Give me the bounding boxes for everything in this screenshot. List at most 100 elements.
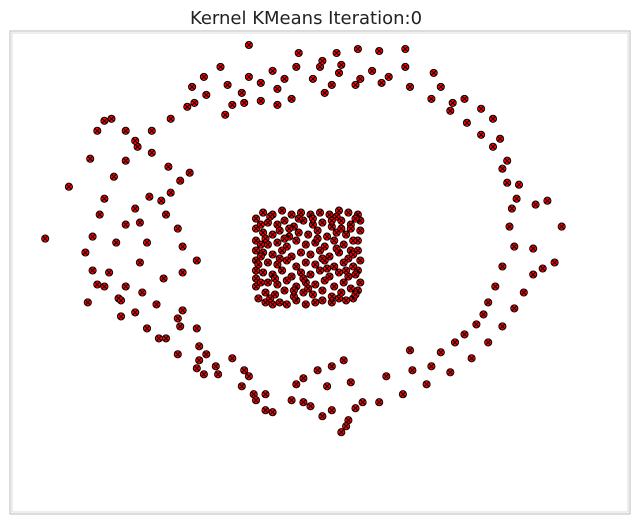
data-point xyxy=(292,380,301,389)
data-point xyxy=(142,238,152,247)
data-point xyxy=(488,114,498,123)
data-point xyxy=(100,282,109,291)
data-point xyxy=(292,262,301,271)
data-point xyxy=(131,204,140,213)
data-point xyxy=(519,288,528,297)
data-point xyxy=(270,274,280,283)
data-point xyxy=(83,298,92,307)
data-point xyxy=(375,398,384,407)
data-point xyxy=(292,236,301,245)
data-point xyxy=(296,248,306,257)
data-point xyxy=(202,90,211,99)
data-point xyxy=(294,214,303,223)
data-point xyxy=(81,248,90,257)
data-point xyxy=(436,348,445,357)
data-point xyxy=(100,116,109,125)
data-point xyxy=(266,294,275,303)
data-point xyxy=(408,366,417,375)
data-point xyxy=(268,230,277,239)
data-point xyxy=(259,228,268,237)
data-point xyxy=(429,68,438,77)
data-point xyxy=(405,346,415,355)
data-point xyxy=(216,62,225,71)
data-point xyxy=(327,216,336,225)
data-point xyxy=(491,282,500,291)
data-point xyxy=(178,268,187,277)
data-point xyxy=(138,288,147,297)
data-point xyxy=(311,280,320,289)
data-point xyxy=(214,370,223,379)
data-point xyxy=(41,234,50,243)
data-point xyxy=(275,226,284,235)
data-point xyxy=(135,258,144,267)
data-point xyxy=(256,220,265,229)
data-point xyxy=(375,46,384,56)
data-point xyxy=(498,164,507,173)
data-point xyxy=(351,270,360,279)
data-point xyxy=(280,74,289,83)
data-point xyxy=(188,82,197,91)
data-point xyxy=(315,62,325,71)
data-point xyxy=(351,214,360,223)
data-point xyxy=(256,96,265,105)
data-point xyxy=(256,252,265,261)
data-point xyxy=(313,234,322,243)
data-point xyxy=(100,194,109,203)
data-point xyxy=(510,242,519,251)
data-point xyxy=(304,230,313,239)
data-point xyxy=(301,300,310,309)
data-point xyxy=(109,172,118,181)
data-point xyxy=(318,296,327,305)
data-point xyxy=(275,254,284,263)
data-point xyxy=(503,178,512,187)
data-point xyxy=(401,62,410,71)
data-point xyxy=(263,278,272,287)
data-point xyxy=(308,214,317,223)
plot-frame-inner xyxy=(11,32,629,513)
data-point xyxy=(323,232,332,241)
data-point xyxy=(368,66,377,75)
data-point xyxy=(211,362,220,371)
data-point xyxy=(301,240,310,249)
data-point xyxy=(294,48,303,58)
data-point xyxy=(121,126,130,135)
data-point xyxy=(173,314,182,323)
data-point xyxy=(261,234,270,243)
data-point xyxy=(280,234,289,243)
data-point xyxy=(342,296,351,305)
data-point xyxy=(145,192,154,201)
data-point xyxy=(538,264,547,273)
data-point xyxy=(334,268,344,277)
data-point xyxy=(467,354,476,363)
data-point xyxy=(261,406,270,415)
data-point xyxy=(112,238,121,247)
data-point xyxy=(342,266,351,275)
data-point xyxy=(273,260,282,269)
data-point xyxy=(268,408,277,417)
data-point xyxy=(254,260,263,269)
data-point xyxy=(105,268,114,277)
data-point xyxy=(268,250,277,259)
data-point xyxy=(531,200,540,209)
data-point xyxy=(315,246,325,255)
data-point xyxy=(116,312,126,321)
data-point xyxy=(339,356,348,365)
data-point xyxy=(529,270,538,279)
data-point xyxy=(330,262,339,271)
data-point xyxy=(377,78,386,87)
data-point xyxy=(308,290,317,299)
data-point xyxy=(510,304,519,313)
data-point xyxy=(280,286,289,295)
data-point xyxy=(285,224,294,233)
data-point xyxy=(346,378,355,387)
plot-frame-outer xyxy=(9,30,631,515)
data-point xyxy=(287,210,296,219)
data-point xyxy=(346,284,355,293)
data-point xyxy=(330,282,339,291)
data-point xyxy=(460,330,469,339)
data-point xyxy=(256,240,265,249)
data-point xyxy=(263,258,272,267)
data-point xyxy=(313,366,322,375)
data-point xyxy=(315,266,325,275)
